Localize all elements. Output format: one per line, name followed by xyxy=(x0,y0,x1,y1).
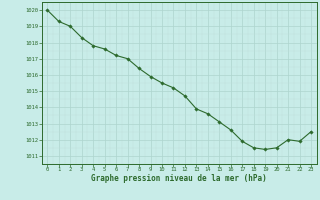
X-axis label: Graphe pression niveau de la mer (hPa): Graphe pression niveau de la mer (hPa) xyxy=(91,174,267,183)
